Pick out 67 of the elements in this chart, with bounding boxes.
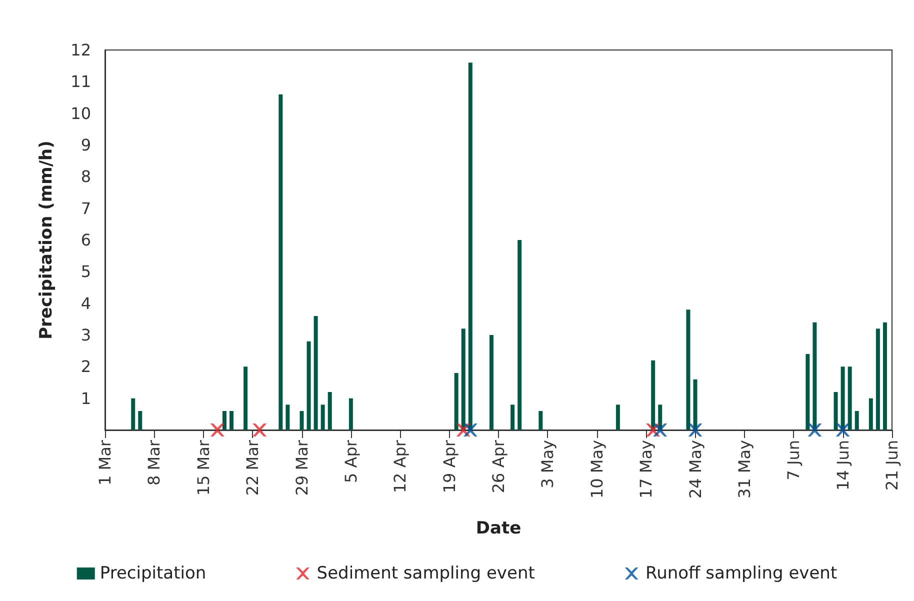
x-tick-label: 29 Mar	[292, 440, 312, 496]
legend-label: Runoff sampling event	[646, 564, 838, 584]
y-tick-label: 8	[80, 167, 91, 186]
bar	[538, 411, 543, 430]
bar	[328, 392, 332, 430]
bar	[244, 366, 248, 430]
bar	[314, 316, 318, 430]
x-tick-label: 15 Mar	[194, 440, 213, 496]
x-tick-label: 3 May	[538, 440, 558, 488]
bar	[454, 373, 458, 430]
bar	[518, 240, 522, 430]
bar	[806, 354, 810, 430]
y-tick-label: 1	[80, 388, 91, 408]
y-tick-label: 4	[80, 294, 91, 313]
bar	[468, 62, 472, 430]
x-tick-label: 14 Jun	[833, 440, 852, 490]
x-tick-label: 5 Apr	[341, 440, 360, 483]
legend-label: Precipitation	[100, 564, 206, 584]
bar	[686, 310, 690, 430]
bar	[131, 398, 136, 430]
x-tick-label: 31 May	[734, 440, 754, 499]
bar	[286, 404, 290, 430]
x-tick-label: 21 Jun	[882, 440, 902, 490]
x-tick-label: 24 May	[686, 440, 705, 499]
x-tick-label: 19 Apr	[440, 440, 459, 494]
bar	[489, 335, 494, 430]
bar	[348, 398, 353, 430]
y-axis-title: Precipitation (mm/h)	[36, 140, 56, 340]
y-tick-label: 3	[80, 326, 91, 344]
bar	[834, 392, 838, 430]
bar	[320, 404, 325, 430]
y-tick-label: 11	[70, 72, 91, 92]
bar	[882, 322, 887, 430]
bar	[812, 322, 817, 430]
bar	[222, 411, 226, 430]
bar	[306, 341, 311, 430]
bar	[510, 404, 515, 430]
y-tick-label: 2	[80, 357, 91, 376]
y-tick-label: 12	[70, 40, 91, 60]
y-tick-label: 6	[80, 230, 91, 250]
y-tick-label: 10	[70, 104, 91, 123]
bar	[868, 398, 873, 430]
bar	[278, 94, 283, 430]
x-tick-label: 8 Mar	[144, 440, 164, 486]
x-axis-title: Date	[476, 518, 522, 538]
bar	[300, 411, 304, 430]
bar	[848, 366, 852, 430]
y-tick-label: 5	[80, 262, 91, 282]
x-tick-label: 22 Mar	[243, 440, 262, 496]
x-tick-label: 10 May	[587, 440, 606, 499]
bar	[138, 411, 142, 430]
bar	[461, 328, 466, 430]
x-tick-label: 26 Apr	[489, 440, 508, 494]
x-tick-label: 17 May	[636, 440, 656, 499]
x-tick-label: 12 Apr	[390, 440, 410, 494]
bar	[876, 328, 880, 430]
y-tick-label: 7	[80, 198, 91, 218]
x-tick-label: 7 Jun	[784, 440, 804, 480]
x-tick-label: 1 Mar	[96, 440, 114, 486]
bar	[854, 411, 859, 430]
bar	[840, 366, 845, 430]
bar	[229, 411, 234, 430]
bar	[693, 379, 698, 430]
legend-label: Sediment sampling event	[316, 564, 536, 584]
bar	[616, 404, 620, 430]
y-tick-label: 9	[80, 136, 91, 154]
bar	[651, 360, 656, 430]
